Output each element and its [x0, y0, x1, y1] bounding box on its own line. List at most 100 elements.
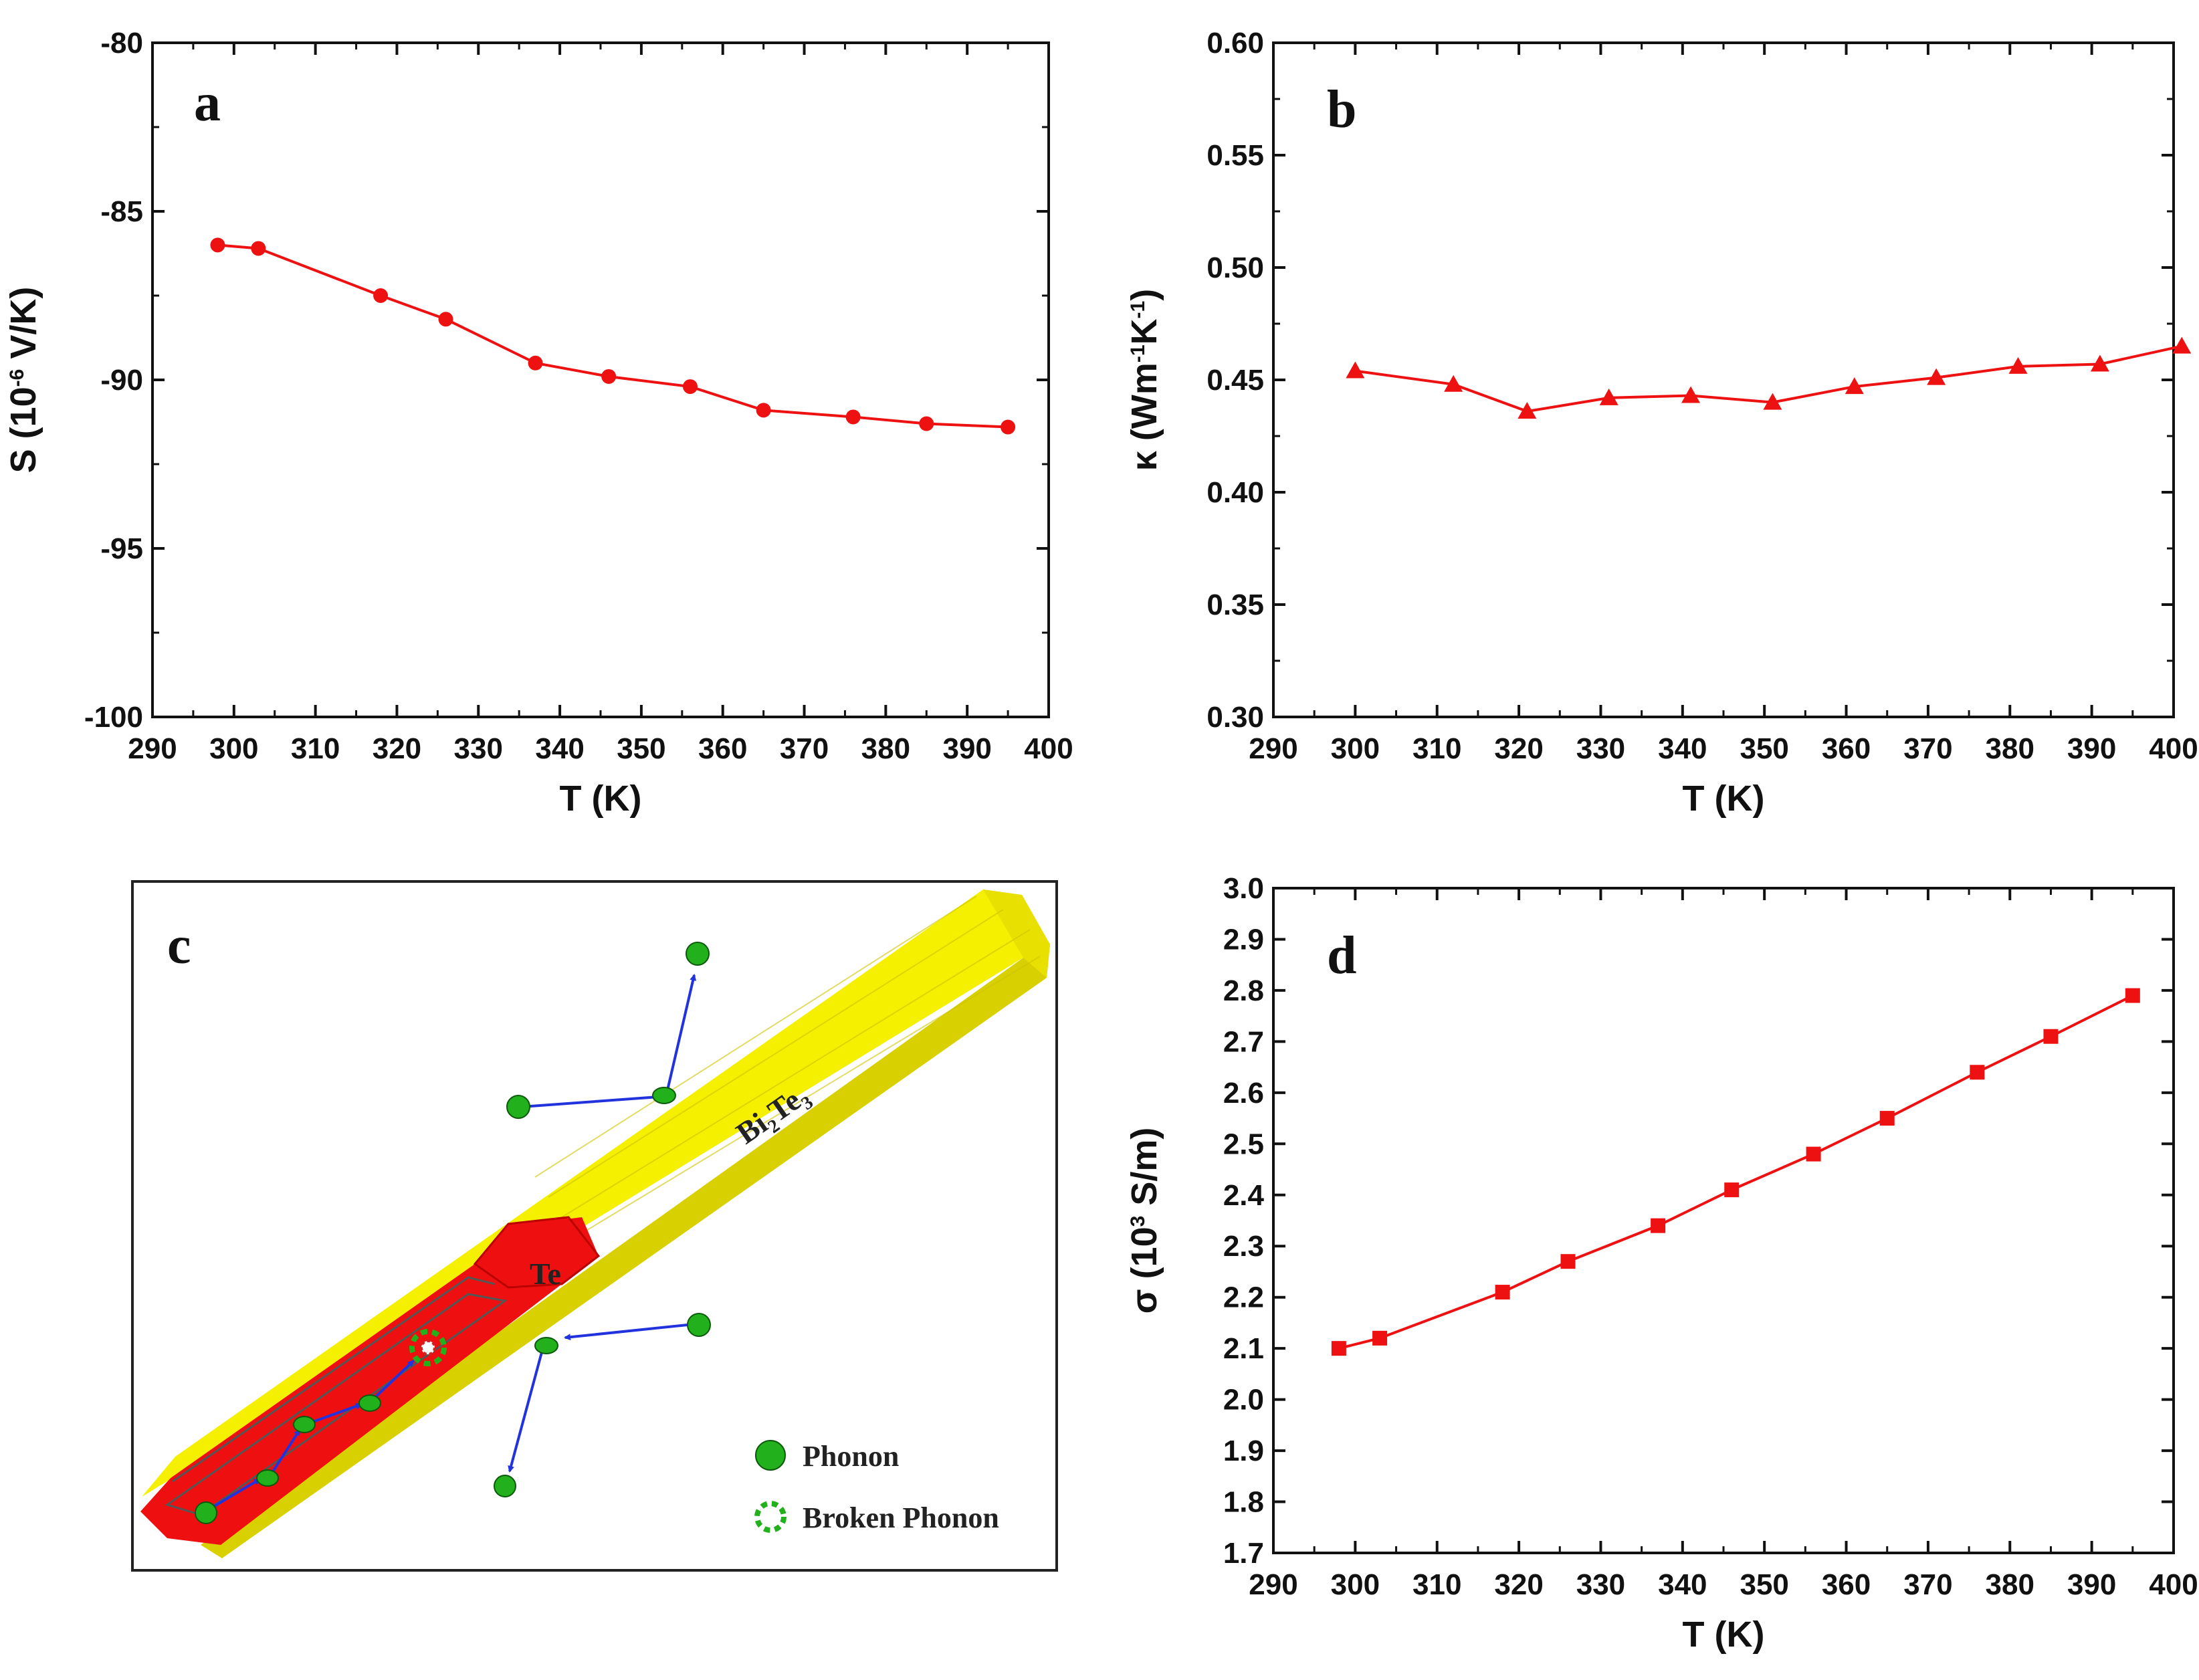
data-point — [1560, 1254, 1576, 1269]
y-tick-label: 2.4 — [1223, 1179, 1265, 1212]
data-point — [1724, 1182, 1740, 1198]
x-tick-label: 330 — [1576, 732, 1625, 765]
y-tick-label: 1.8 — [1223, 1486, 1264, 1519]
panel-letter: d — [1327, 926, 1357, 985]
x-tick-label: 380 — [861, 732, 910, 765]
data-point — [2043, 1029, 2059, 1044]
series-line — [217, 243, 1009, 429]
y-tick-label: 2.1 — [1223, 1332, 1264, 1365]
arrow-bottom-in — [564, 1323, 695, 1341]
data-point — [2125, 988, 2140, 1003]
y-axis-title: κ (Wm-1K-1) — [1124, 289, 1164, 471]
y-tick-label: 2.6 — [1223, 1077, 1264, 1110]
x-tick-label: 400 — [1024, 732, 1073, 765]
x-tick-label: 330 — [454, 732, 503, 765]
x-tick-label: 320 — [373, 732, 421, 765]
x-tick-label: 310 — [1412, 732, 1461, 765]
panel-letter: a — [194, 74, 221, 132]
data-point — [1331, 1341, 1346, 1356]
y-tick-label: 2.0 — [1223, 1384, 1264, 1416]
phonon-icon — [506, 1095, 530, 1119]
arrow-top-in — [521, 1093, 660, 1108]
phonon-icon — [358, 1394, 381, 1412]
y-axis-title: σ (103 S/m) — [1124, 1128, 1164, 1314]
y-axis-title-superscript: -1 — [1127, 344, 1149, 362]
chart-d-electrical-conductivity: 290 300 310 320 330 340 350 360 370 380 390 400 1.7 1… — [1124, 872, 2198, 1655]
phonon-icon — [652, 1087, 676, 1104]
data-point — [2008, 356, 2028, 374]
x-tick-label: 370 — [1903, 732, 1952, 765]
x-tick-label: 360 — [1822, 732, 1871, 765]
y-tick-label: 0.60 — [1207, 27, 1264, 60]
x-tick-label: 360 — [698, 732, 747, 765]
y-tick-label: 2.7 — [1223, 1025, 1264, 1058]
x-tick-label: 340 — [535, 732, 584, 765]
x-tick-label: 370 — [780, 732, 829, 765]
x-axis-title: T (K) — [1683, 778, 1765, 819]
data-point — [1517, 402, 1537, 419]
phonon-icon — [686, 942, 710, 966]
y-axis-title: S (10-6 V/K) — [3, 287, 43, 474]
x-tick-label: 390 — [942, 732, 991, 765]
data-point — [528, 355, 543, 371]
panel-letter: b — [1327, 80, 1357, 139]
y-tick-label: -95 — [100, 532, 143, 565]
x-tick-label: 310 — [1412, 1568, 1461, 1601]
legend-broken-phonon-label: Broken Phonon — [803, 1501, 999, 1534]
x-axis-title: T (K) — [560, 778, 642, 819]
data-point — [1651, 1218, 1666, 1233]
x-tick-label: 370 — [1903, 1568, 1952, 1601]
x-tick-label: 360 — [1822, 1568, 1871, 1601]
x-tick-label: 290 — [1249, 732, 1297, 765]
data-point — [683, 379, 698, 395]
y-axis-title-part: ) — [1124, 289, 1164, 301]
panel-c-letter: c — [167, 916, 191, 975]
chart-b-thermal-conductivity: 290 300 310 320 330 340 350 360 370 380 390 400 0.30… — [1124, 27, 2198, 819]
data-point — [1806, 1146, 1821, 1162]
te-rod-body — [140, 1217, 599, 1545]
y-axis-title-part: V/K) — [3, 287, 43, 369]
arrow-inner-4 — [372, 1360, 415, 1400]
y-tick-label: -85 — [100, 195, 143, 228]
data-point — [373, 288, 389, 303]
y-tick-label: 1.9 — [1223, 1435, 1264, 1467]
data-point — [1001, 419, 1016, 435]
phonon-icon — [195, 1501, 217, 1524]
y-tick-label: 3.0 — [1223, 872, 1264, 905]
data-point — [1970, 1065, 1985, 1080]
x-tick-label: 340 — [1658, 732, 1707, 765]
legend-broken-phonon-icon — [754, 1501, 787, 1533]
x-tick-label: 300 — [209, 732, 258, 765]
y-axis-title-part: κ (Wm — [1124, 362, 1164, 471]
bi2te3-hatching — [534, 896, 1041, 1238]
chart-a-seebeck: 290 300 310 320 330 340 350 360 370 380 390 400 -100… — [3, 27, 1073, 819]
phonon-icon — [494, 1475, 516, 1497]
bi2te3-rod-bottom-face — [201, 944, 1050, 1558]
x-tick-label: 300 — [1331, 732, 1380, 765]
x-tick-label: 320 — [1494, 1568, 1543, 1601]
y-axis-title-superscript: -6 — [6, 369, 28, 387]
x-tick-label: 390 — [2067, 1568, 2116, 1601]
y-tick-label: 0.30 — [1207, 701, 1264, 734]
plot-frame — [1272, 887, 2175, 1554]
x-tick-label: 390 — [2067, 732, 2116, 765]
legend-phonon-label: Phonon — [803, 1440, 899, 1473]
y-axis-title-superscript: -1 — [1127, 301, 1149, 319]
x-axis-title: T (K) — [1683, 1614, 1765, 1655]
y-axis-title-part: K — [1124, 318, 1164, 344]
y-tick-label: 1.7 — [1223, 1537, 1264, 1570]
legend: Phonon Broken Phonon — [754, 1440, 999, 1534]
phonon-icon — [534, 1337, 558, 1354]
te-label: Te — [530, 1257, 561, 1291]
te-rod-end-face — [473, 1216, 601, 1289]
arrow-inner-3 — [308, 1402, 362, 1425]
y-tick-label: 2.5 — [1223, 1128, 1264, 1160]
data-point — [251, 241, 266, 256]
arrow-bottom-out — [508, 1352, 543, 1473]
x-tick-label: 300 — [1331, 1568, 1380, 1601]
y-tick-label: -100 — [84, 701, 143, 734]
te-rod-inner-outline — [165, 1293, 508, 1516]
series-line — [1338, 994, 2133, 1350]
data-point — [1763, 393, 1782, 410]
y-axis-title-part: S/m) — [1124, 1128, 1164, 1216]
